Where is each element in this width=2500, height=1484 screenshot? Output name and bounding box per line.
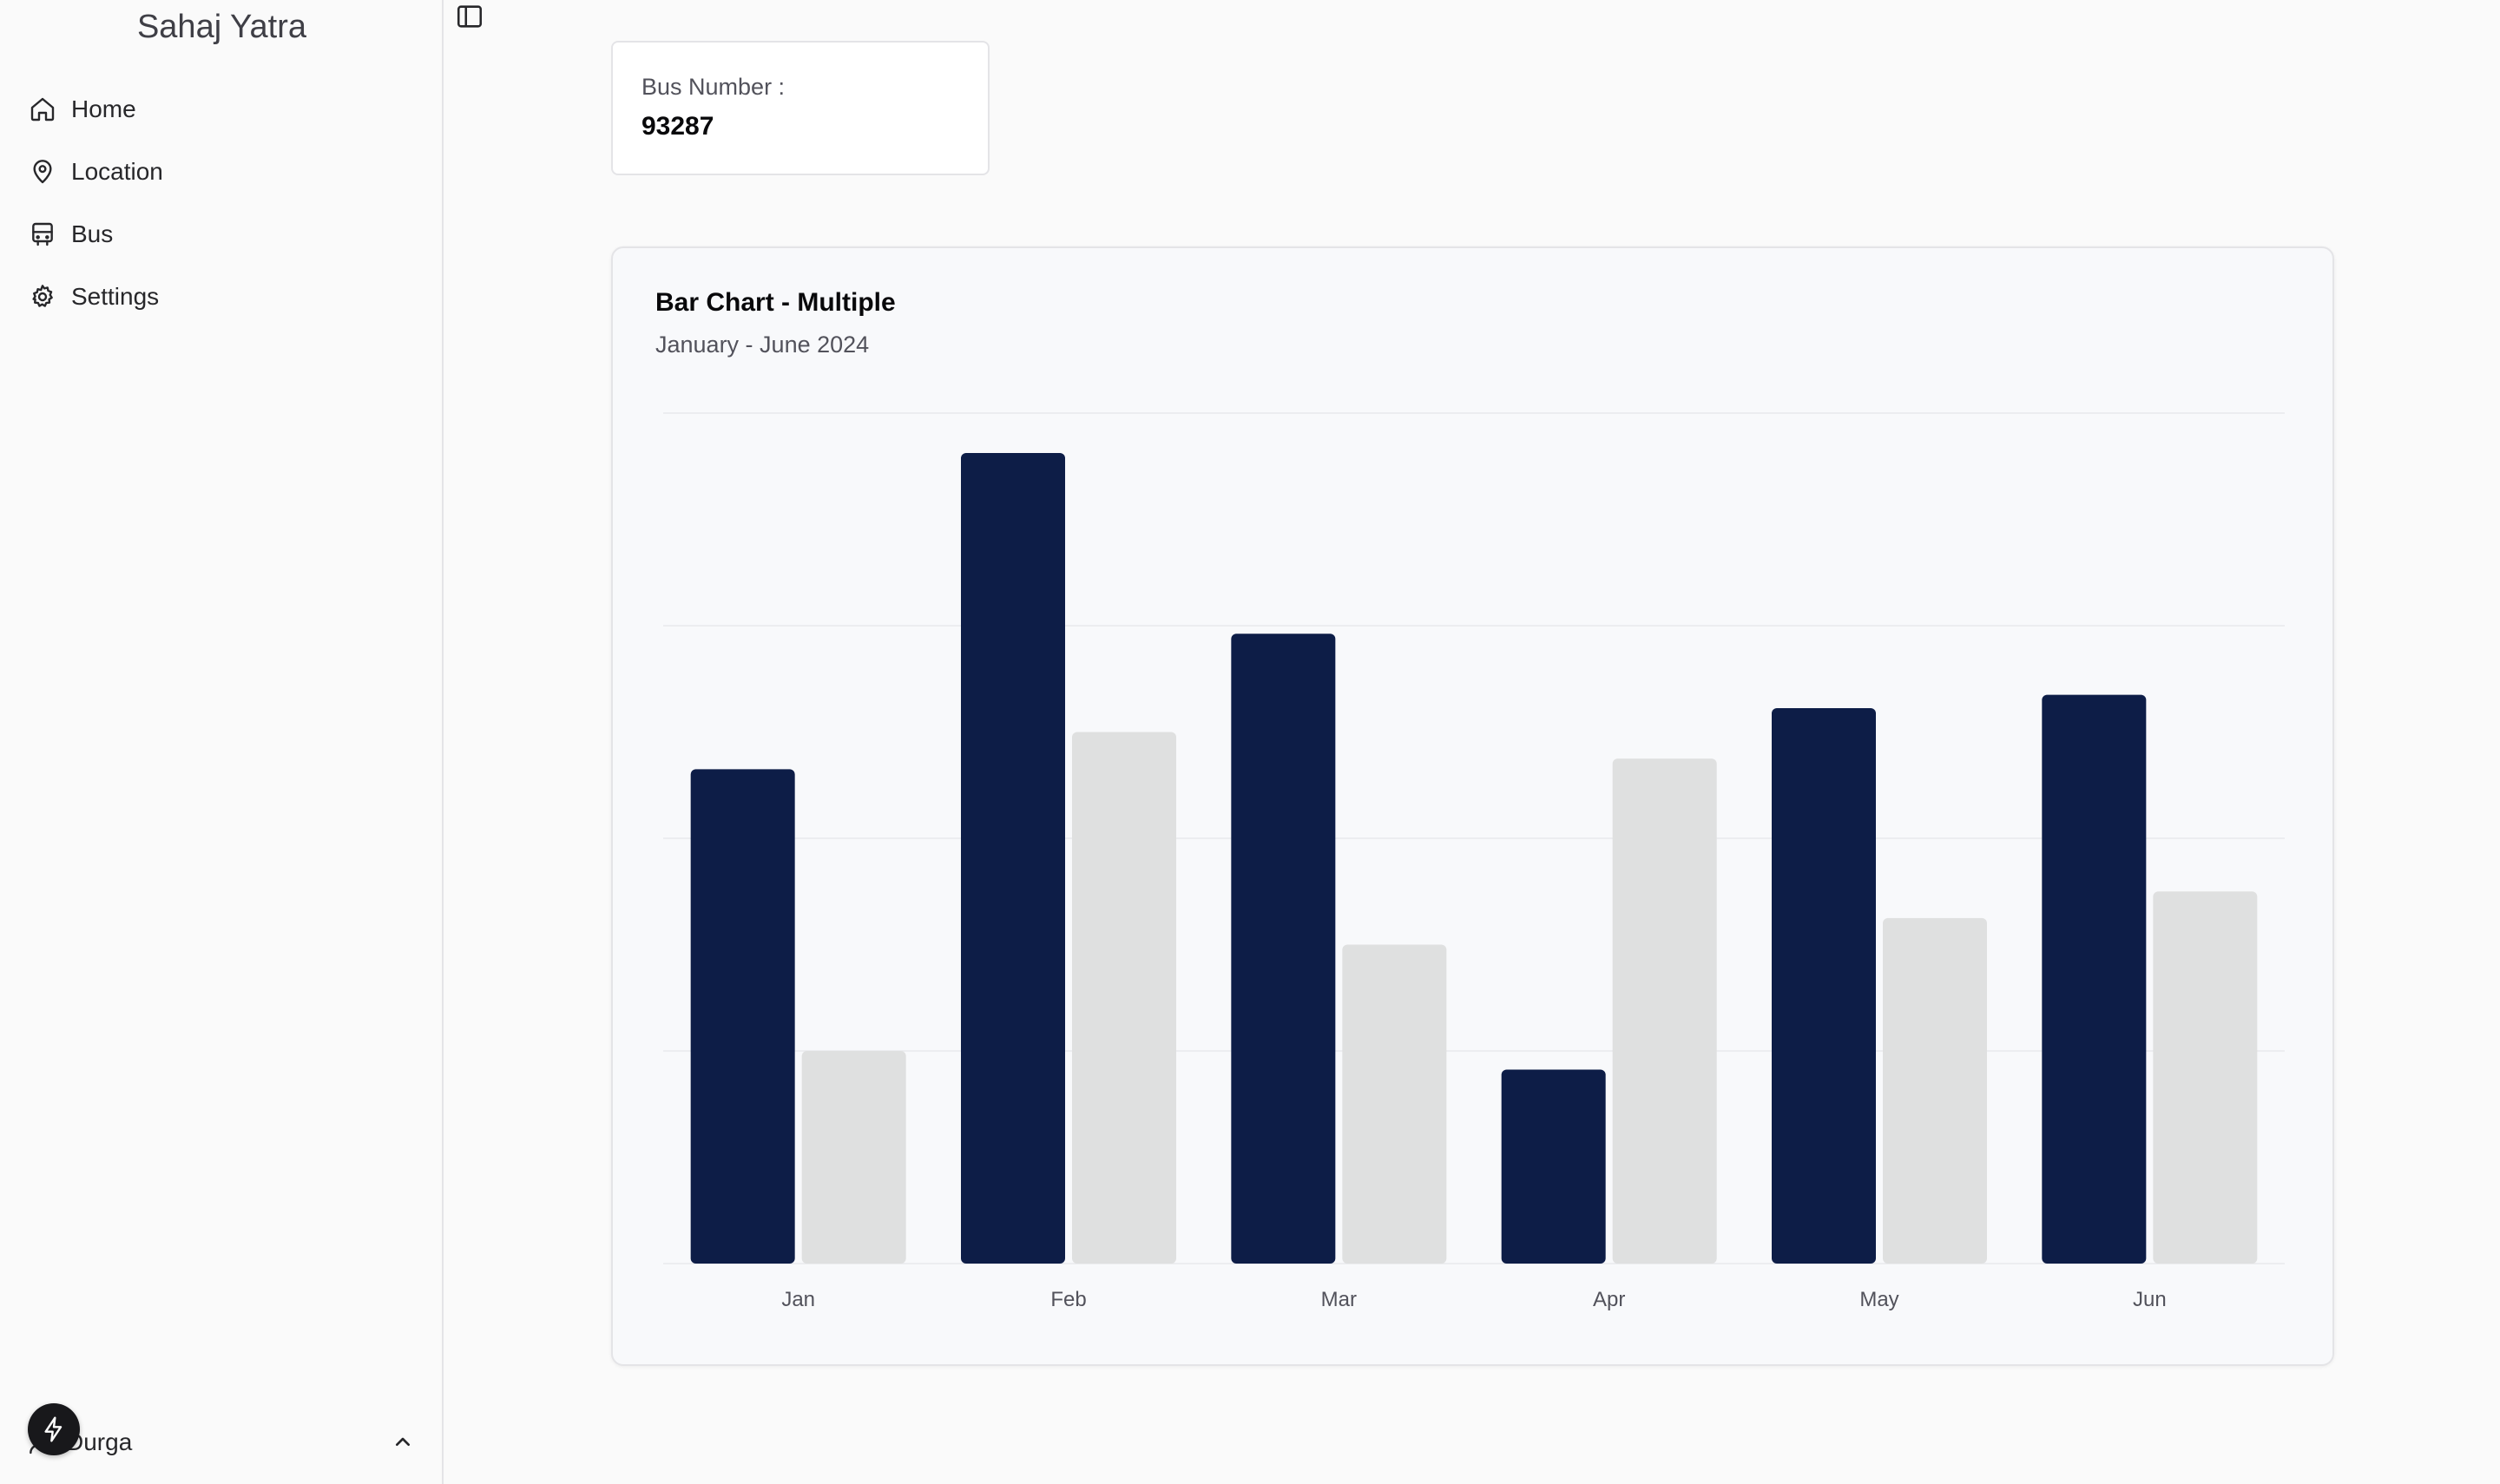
bar-may-series-2[interactable] bbox=[1883, 917, 1987, 1264]
bus-number-label: Bus Number : bbox=[641, 74, 786, 100]
home-icon bbox=[30, 97, 55, 121]
x-tick-label: Feb bbox=[1050, 1288, 1086, 1311]
chart-subtitle: January - June 2024 bbox=[655, 332, 870, 358]
user-menu[interactable]: Durga bbox=[26, 1416, 417, 1468]
bar-feb-series-1[interactable] bbox=[961, 452, 1065, 1264]
x-tick-label: May bbox=[1859, 1288, 1898, 1311]
x-tick-label: Mar bbox=[1321, 1288, 1357, 1311]
map-pin-icon bbox=[33, 160, 52, 184]
bus-icon bbox=[32, 222, 53, 246]
app-title: Sahaj Yatra bbox=[136, 9, 307, 45]
bar-mar-series-2[interactable] bbox=[1342, 944, 1447, 1264]
bar-jun-series-1[interactable] bbox=[2042, 694, 2147, 1264]
bar-jun-series-2[interactable] bbox=[2153, 891, 2258, 1264]
bar-mar-series-1[interactable] bbox=[1231, 634, 1336, 1264]
sidebar-item-label: Bus bbox=[71, 220, 114, 247]
bus-number-card: Bus Number : 93287 bbox=[611, 41, 990, 175]
sidebar-item-label: Location bbox=[71, 158, 163, 185]
bar-apr-series-2[interactable] bbox=[1612, 758, 1717, 1264]
sidebar: Sahaj Yatra Home Location Bus bbox=[0, 0, 444, 1484]
sidebar-item-location[interactable]: Location bbox=[26, 149, 417, 194]
sidebar-nav: Home Location Bus Settings bbox=[26, 87, 417, 337]
chevron-up-icon bbox=[396, 1437, 410, 1446]
bar-jan-series-1[interactable] bbox=[690, 769, 795, 1264]
bus-number-value: 93287 bbox=[641, 112, 714, 141]
sidebar-item-label: Settings bbox=[71, 283, 160, 310]
gear-icon bbox=[32, 285, 53, 307]
x-tick-label: Jun bbox=[2133, 1288, 2167, 1311]
bar-jan-series-2[interactable] bbox=[801, 1051, 906, 1264]
x-tick-label: Jan bbox=[781, 1288, 815, 1311]
user-name: Durga bbox=[66, 1428, 133, 1455]
bar-apr-series-1[interactable] bbox=[1501, 1069, 1606, 1264]
x-tick-label: Apr bbox=[1593, 1288, 1625, 1311]
bar-chart: Jan Feb Mar Apr May Jun bbox=[663, 412, 2285, 1311]
lightning-icon bbox=[44, 1416, 62, 1442]
bar-chart-card: Bar Chart - Multiple January - June 2024… bbox=[611, 246, 2334, 1366]
sidebar-item-bus[interactable]: Bus bbox=[26, 212, 417, 257]
sidebar-item-label: Home bbox=[71, 95, 136, 122]
quick-action-button[interactable] bbox=[28, 1403, 80, 1455]
sidebar-toggle-icon[interactable] bbox=[455, 2, 484, 31]
sidebar-item-home[interactable]: Home bbox=[26, 87, 417, 132]
bar-may-series-1[interactable] bbox=[1772, 707, 1876, 1264]
chart-title: Bar Chart - Multiple bbox=[655, 288, 896, 317]
bar-feb-series-2[interactable] bbox=[1072, 732, 1176, 1264]
sidebar-item-settings[interactable]: Settings bbox=[26, 274, 417, 319]
